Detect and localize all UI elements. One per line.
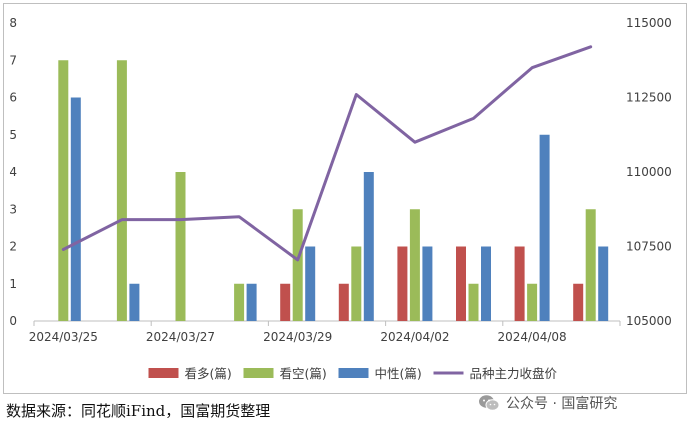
legend-label: 看多(篇) [185,366,232,381]
y-left-tick-label: 5 [9,128,17,142]
bar-2 [292,209,303,321]
bar-3 [481,246,491,321]
bar-3 [305,246,316,321]
legend-swatch [243,368,274,378]
bar-2 [58,60,69,321]
bar-1 [397,246,408,321]
y-left-tick-label: 7 [9,53,17,67]
legend-label: 品种主力收盘价 [470,366,558,381]
watermark-text: 公众号 · 国富研究 [506,396,618,412]
wechat-icon [479,395,500,411]
bar-2 [116,60,127,321]
y-right-tick-label: 112500 [626,91,672,105]
y-right-tick-label: 115000 [626,16,672,30]
y-left-tick-label: 2 [9,240,17,254]
legend-label: 中性(篇) [375,366,422,381]
y-left-tick-label: 0 [9,314,17,328]
bar-3 [363,172,374,321]
bar-2 [527,283,538,321]
bar-3 [129,283,140,321]
bar-2 [409,209,420,321]
legend-swatch [338,368,369,378]
price-line [61,45,593,262]
bar-3 [598,246,609,321]
legend-label: 看空(篇) [280,366,327,381]
bar-2 [351,246,362,321]
chart-svg: 0 1 2 3 4 5 6 7 8 105000 107500 110000 112500 115000 2… [9,16,672,381]
bar-1 [514,246,525,321]
y-left-tick-label: 1 [9,277,17,291]
bar-2 [585,209,596,321]
y-left-tick-label: 8 [9,16,17,30]
x-tick-label: 2024/04/08 [498,330,567,344]
x-tick-label: 2024/03/25 [29,330,98,344]
bar-1 [338,283,349,321]
bar-1 [573,283,584,321]
y-left-tick-label: 3 [9,202,17,216]
chart-frame: 0 1 2 3 4 5 6 7 8 105000 107500 110000 112500 115000 2… [3,3,687,394]
x-tick-label: 2024/04/02 [380,330,449,344]
bar-2 [234,283,245,321]
bar-3 [70,97,81,321]
bar-1 [280,283,291,321]
x-tick-label: 2024/03/29 [263,330,332,344]
source-note: 数据来源：同花顺iFind，国富期货整理 [6,402,271,420]
bar-2 [175,172,186,321]
y-right-tick-label: 105000 [626,314,672,328]
bar-3 [246,283,257,321]
bar-3 [539,134,550,321]
bar-2 [468,283,479,321]
watermark: 公众号 · 国富研究 [478,391,617,415]
y-left-tick-label: 6 [9,91,17,105]
x-tick-label: 2024/03/27 [146,330,215,344]
bar-1 [456,246,466,321]
y-right-tick-label: 107500 [626,240,672,254]
legend-swatch [148,368,179,378]
y-left-tick-label: 4 [9,165,17,179]
bar-3 [422,246,433,321]
y-right-tick-label: 110000 [626,165,672,179]
